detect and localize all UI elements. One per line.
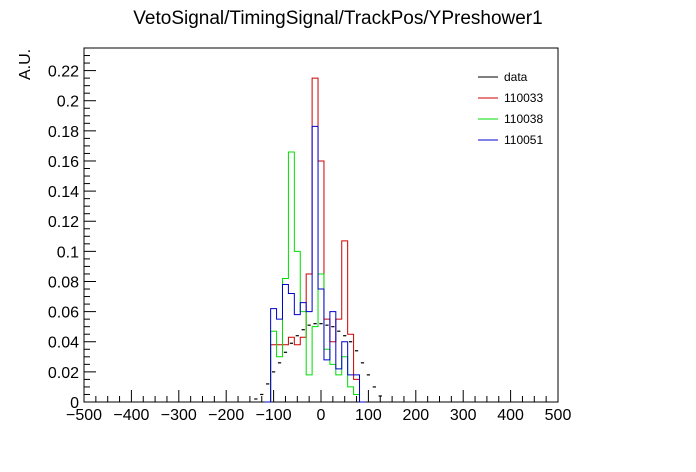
y-tick-label: 0.18 <box>48 124 79 141</box>
x-tick-label: 100 <box>355 407 382 424</box>
x-tick-label: 400 <box>497 407 524 424</box>
y-tick-label: 0.08 <box>48 274 79 291</box>
x-axis: −500 −400 −300 −200 −100 0 100 200 300 400 500 <box>66 390 571 424</box>
plot-frame <box>83 47 559 403</box>
legend: data 110033 110038 110051 <box>478 70 543 147</box>
legend-label: 110033 <box>504 91 543 105</box>
y-tick-label: 0.12 <box>48 214 79 231</box>
series-line-110051 <box>264 125 366 403</box>
legend-label: 110051 <box>504 133 543 147</box>
y-tick-label: 0.14 <box>48 184 79 201</box>
x-tick-label: 200 <box>402 407 429 424</box>
y-tick-label: 0.06 <box>48 305 79 322</box>
series-line-110038 <box>264 151 366 403</box>
x-tick-label: −400 <box>113 407 149 424</box>
x-tick-label: 500 <box>545 407 572 424</box>
series-line-110033 <box>270 77 361 402</box>
x-tick-label: 300 <box>450 407 477 424</box>
y-tick-label: 0.22 <box>48 64 79 81</box>
legend-label: 110038 <box>504 112 543 126</box>
y-tick-label: 0.2 <box>57 94 79 111</box>
x-tick-label: −200 <box>208 407 244 424</box>
y-axis: 0 0.02 0.04 0.06 0.08 0.1 0.12 0.14 0.16 0.18 0.2 0… <box>48 47 96 412</box>
legend-label: data <box>504 70 528 84</box>
y-tick-label: 0.02 <box>48 365 79 382</box>
x-tick-label: −300 <box>161 407 197 424</box>
y-tick-label: 0.1 <box>57 244 79 261</box>
y-tick-label: 0 <box>70 395 79 412</box>
x-tick-label: −500 <box>66 407 102 424</box>
y-tick-label: 0.04 <box>48 335 79 352</box>
y-axis-label: A.U. <box>17 49 34 80</box>
y-tick-label: 0.16 <box>48 154 79 171</box>
x-tick-label: 0 <box>317 407 326 424</box>
chart-title: VetoSignal/TimingSignal/TrackPos/YPresho… <box>133 8 542 29</box>
series-layer <box>254 77 382 403</box>
x-tick-label: −100 <box>256 407 292 424</box>
